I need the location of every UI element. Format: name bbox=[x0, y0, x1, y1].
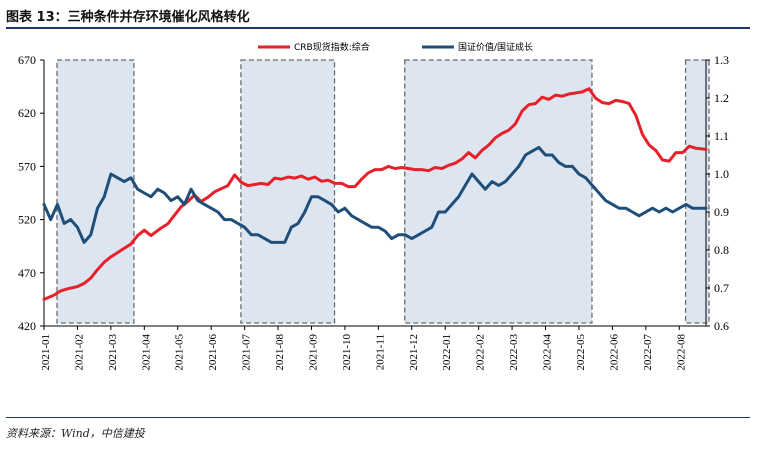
left-tick-label: 670 bbox=[18, 53, 36, 67]
x-tick-label: 2022-01 bbox=[441, 334, 453, 371]
right-tick-label: 0.8 bbox=[714, 243, 729, 257]
figure-title: 图表 13：三种条件并存环境催化风格转化 bbox=[6, 10, 250, 25]
x-tick-label: 2021-04 bbox=[140, 334, 152, 371]
x-tick-label: 2021-02 bbox=[73, 334, 85, 371]
left-tick-label: 420 bbox=[18, 319, 36, 333]
x-tick-label: 2021-11 bbox=[374, 334, 386, 370]
right-tick-label: 1.3 bbox=[714, 53, 729, 67]
shaded-period-1 bbox=[56, 59, 135, 324]
x-tick-label: 2021-09 bbox=[307, 334, 319, 371]
source-rule bbox=[6, 417, 750, 418]
series-lines bbox=[42, 87, 708, 301]
right-tick-label: 1.0 bbox=[714, 167, 729, 181]
shaded-period-3 bbox=[404, 59, 593, 324]
x-tick-label: 2022-06 bbox=[608, 334, 620, 371]
left-tick-label: 570 bbox=[18, 159, 36, 173]
x-tick-label: 2021-03 bbox=[107, 334, 119, 371]
x-tick-label: 2021-08 bbox=[274, 334, 286, 371]
right-tick-label: 1.1 bbox=[714, 129, 729, 143]
x-tick-label: 2021-12 bbox=[408, 334, 420, 371]
x-tick-label: 2022-02 bbox=[475, 334, 487, 371]
right-tick-label: 0.7 bbox=[714, 281, 729, 295]
x-tick-label: 2021-10 bbox=[341, 334, 353, 371]
x-tick-label: 2022-08 bbox=[675, 334, 687, 371]
legend: CRB现货指数:综合 国证价值/国证成长 bbox=[258, 41, 533, 53]
x-tick-label: 2022-03 bbox=[508, 334, 520, 371]
right-tick-label: 0.9 bbox=[714, 205, 729, 219]
x-tick-label: 2022-04 bbox=[542, 334, 554, 371]
x-tick-label: 2021-07 bbox=[241, 334, 253, 371]
legend-label-1: CRB现货指数:综合 bbox=[294, 41, 370, 53]
left-tick-label: 620 bbox=[18, 106, 36, 120]
left-tick-label: 520 bbox=[18, 213, 36, 227]
title-rule bbox=[6, 27, 750, 29]
right-tick-label: 0.6 bbox=[714, 319, 729, 333]
x-tick-label: 2022-07 bbox=[642, 334, 654, 371]
x-tick-label: 2021-05 bbox=[174, 334, 186, 371]
left-tick-label: 470 bbox=[18, 266, 36, 280]
x-tick-label: 2021-06 bbox=[207, 334, 219, 371]
shaded-period-2 bbox=[240, 59, 336, 324]
series-line-2 bbox=[42, 145, 708, 244]
x-tick-label: 2021-01 bbox=[40, 334, 52, 371]
source-note: 资料来源：Wind，中信建投 bbox=[6, 427, 145, 440]
series-line-1 bbox=[42, 87, 708, 301]
legend-label-2: 国证价值/国证成长 bbox=[458, 41, 533, 53]
shaded-period-4 bbox=[684, 59, 710, 324]
x-tick-label: 2022-05 bbox=[575, 334, 587, 371]
axes: 420 470 520 570 620 670 0.6 0.7 0.8 0.9 1.0 1.1 1.2 1… bbox=[18, 53, 729, 371]
right-tick-label: 1.2 bbox=[714, 91, 729, 105]
shaded-periods bbox=[56, 59, 710, 324]
